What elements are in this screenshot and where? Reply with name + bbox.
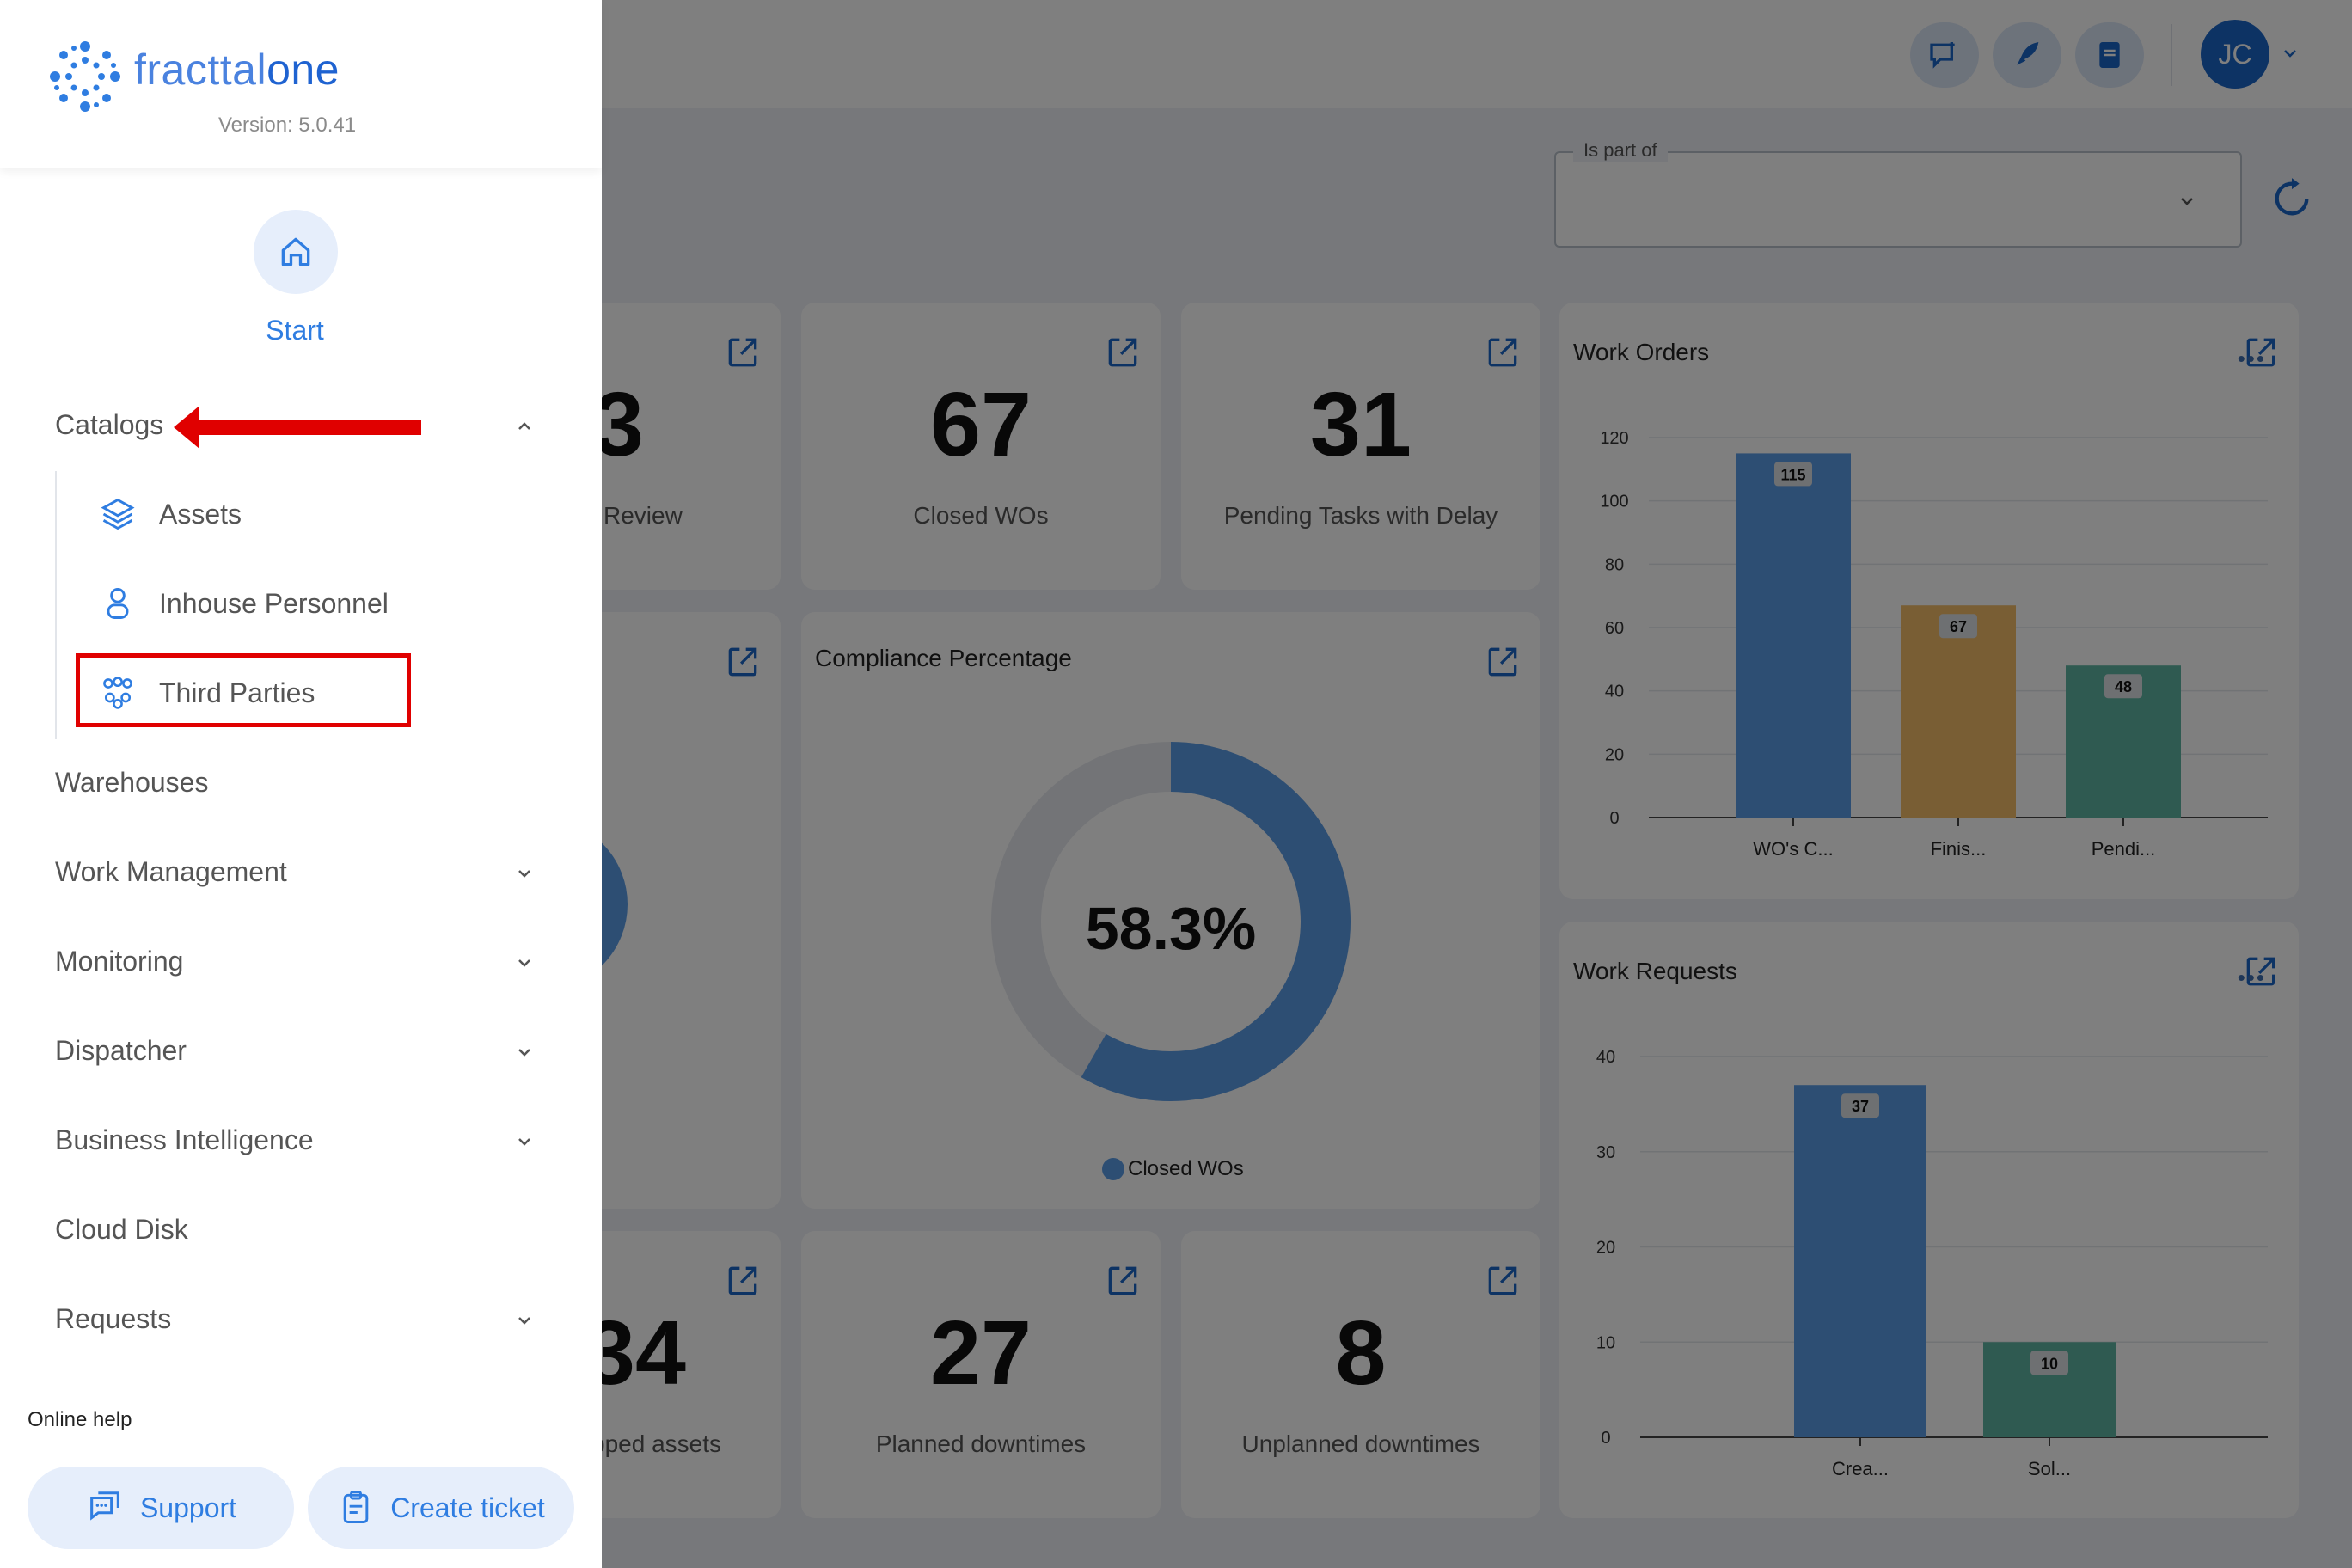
chevron-up-icon[interactable] <box>514 416 535 437</box>
clipboard-icon <box>343 1491 369 1523</box>
support-label: Support <box>139 1491 237 1523</box>
sidebar-item-assets[interactable]: Assets <box>99 488 242 540</box>
sidebar-item-label: Assets <box>159 498 242 530</box>
red-highlight-box <box>76 653 411 727</box>
sidebar-item-label: Third Parties <box>159 677 315 708</box>
app-version: Version: 5.0.41 <box>218 113 357 137</box>
menu-dispatcher[interactable]: Dispatcher <box>55 1035 187 1066</box>
chevron-down-icon[interactable] <box>514 952 535 973</box>
chevron-down-icon[interactable] <box>514 1042 535 1063</box>
fracttal-logo-icon <box>50 41 120 112</box>
menu-cloud-disk[interactable]: Cloud Disk <box>55 1214 188 1245</box>
chevron-down-icon[interactable] <box>514 1310 535 1331</box>
chevron-down-icon[interactable] <box>514 1131 535 1152</box>
layers-icon <box>101 498 135 530</box>
menu-monitoring[interactable]: Monitoring <box>55 946 184 977</box>
submenu-guide-line <box>55 471 57 739</box>
support-chat-icon <box>90 1491 119 1521</box>
sidebar: fracttalone Version: 5.0.41 Start Catalo… <box>0 0 602 1568</box>
logo-text: fracttalone <box>134 45 340 95</box>
group-icon <box>103 677 132 709</box>
red-arrow-annotation <box>174 406 421 449</box>
start-label[interactable]: Start <box>266 315 324 346</box>
menu-business-intelligence[interactable]: Business Intelligence <box>55 1124 314 1155</box>
chevron-down-icon[interactable] <box>514 863 535 884</box>
menu-requests[interactable]: Requests <box>55 1303 172 1334</box>
online-help-label: Online help <box>28 1408 132 1431</box>
sidebar-item-label: Inhouse Personnel <box>159 587 389 619</box>
menu-catalogs[interactable]: Catalogs <box>55 409 164 440</box>
home-icon <box>281 237 310 266</box>
sidebar-item-third-parties[interactable]: Third Parties <box>99 667 315 719</box>
create-ticket-button[interactable]: Create ticket <box>308 1467 574 1549</box>
sidebar-item-inhouse-personnel[interactable]: Inhouse Personnel <box>99 578 389 629</box>
sidebar-header: fracttalone Version: 5.0.41 <box>0 0 602 168</box>
menu-warehouses[interactable]: Warehouses <box>55 767 209 798</box>
person-icon <box>107 588 129 619</box>
create-ticket-label: Create ticket <box>390 1491 545 1523</box>
support-button[interactable]: Support <box>28 1467 294 1549</box>
menu-work-management[interactable]: Work Management <box>55 856 287 887</box>
logo-suffix: one <box>266 46 340 94</box>
logo-main: fracttal <box>134 46 267 94</box>
start-button[interactable] <box>254 210 338 294</box>
